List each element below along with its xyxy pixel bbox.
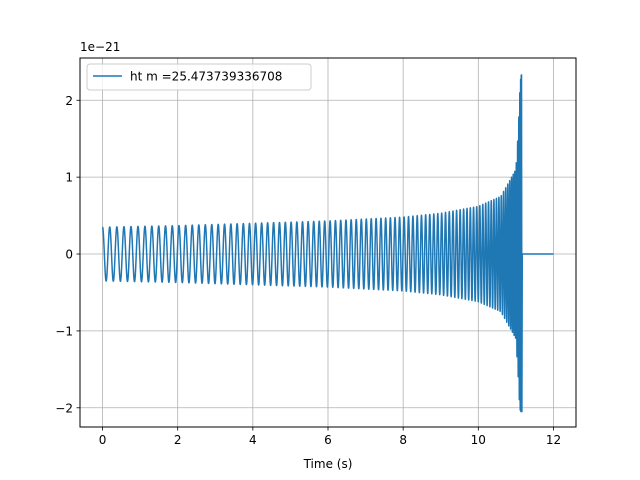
x-tick-label: 2 (174, 433, 182, 447)
y-axis-offset-text: 1e−21 (80, 40, 120, 54)
x-tick-label: 0 (99, 433, 107, 447)
legend: ht m =25.473739336708 (86, 63, 312, 91)
x-tick-label: 4 (249, 433, 257, 447)
y-tick-label: −2 (55, 401, 73, 415)
x-tick-label: 12 (546, 433, 561, 447)
x-axis-ticks: 0 2 4 6 8 10 12 (99, 427, 561, 447)
y-axis-ticks: −2 −1 0 1 2 (55, 94, 80, 415)
x-tick-label: 6 (324, 433, 332, 447)
legend-box (86, 63, 312, 91)
series-line (101, 74, 554, 413)
y-tick-label: −1 (55, 324, 73, 338)
y-tick-label: 2 (65, 94, 73, 108)
y-tick-label: 1 (65, 171, 73, 185)
x-axis-label: Time (s) (303, 457, 353, 471)
signal-series (101, 74, 554, 413)
legend-label: ht m =25.473739336708 (130, 70, 282, 84)
x-tick-label: 8 (399, 433, 407, 447)
y-tick-label: 0 (65, 248, 73, 262)
x-tick-label: 10 (471, 433, 486, 447)
